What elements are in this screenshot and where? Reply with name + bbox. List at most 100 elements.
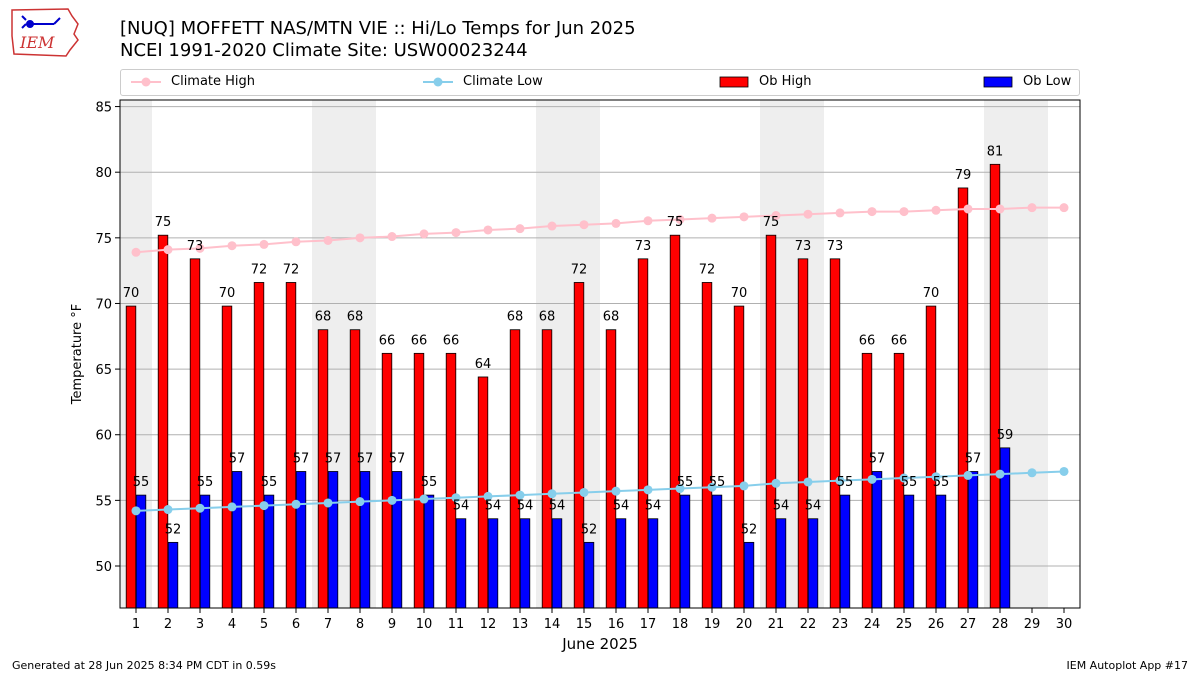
x-tick-label: 22 [800,617,817,632]
ob-high-bar [989,163,1001,609]
x-tick-label: 28 [992,617,1009,632]
ob-low-bar [551,518,563,609]
ob-high-label: 70 [123,286,140,301]
climate-low-point [899,473,909,483]
ob-high-bar [733,305,745,609]
ob-low-label: 54 [645,499,662,514]
x-tick-label: 16 [608,617,625,632]
ob-high-bar [637,258,649,609]
ob-high-label: 66 [891,333,908,348]
climate-high-point [707,213,717,223]
ob-low-label: 55 [677,475,694,490]
ob-low-label: 57 [229,451,246,466]
legend-swatch-climate-high [131,77,161,87]
ob-high-bar [605,329,617,609]
climate-low-point [675,484,685,494]
ob-low-bar [263,494,275,609]
ob-high-label: 66 [411,333,428,348]
ob-high-label: 75 [667,215,684,230]
ob-low-bar [359,471,371,609]
ob-low-bar [391,471,403,609]
ob-low-bar [967,471,979,609]
footer-generated-text: Generated at 28 Jun 2025 8:34 PM CDT in … [12,659,277,672]
ob-low-label: 57 [869,451,886,466]
ob-high-label: 70 [923,286,940,301]
climate-high-point [387,232,397,242]
ob-high-label: 68 [539,310,556,325]
ob-high-bar [317,329,329,609]
ob-low-label: 57 [965,451,982,466]
climate-low-point [963,470,973,480]
ob-low-bar [903,494,915,609]
ob-high-label: 72 [571,262,588,277]
weather-station-icon [21,15,61,29]
x-tick-label: 10 [416,617,433,632]
ob-high-bar [541,329,553,609]
x-axis-label: June 2025 [561,635,638,653]
ob-low-bar [679,494,691,609]
x-tick-label: 20 [736,617,753,632]
climate-high-point [163,245,173,255]
x-tick-label: 29 [1024,617,1041,632]
ob-low-bar [455,518,467,609]
x-tick-label: 19 [704,617,721,632]
climate-low-point [931,472,941,482]
ob-high-label: 70 [219,286,236,301]
climate-low-point [547,489,557,499]
gridlines [120,106,1080,567]
legend-swatch-ob-high [719,76,749,88]
climate-high-point [291,237,301,247]
ob-low-label: 52 [165,522,182,537]
chart-legend: Climate High Climate Low Ob High Ob Low [120,69,1080,96]
ob-low-label: 54 [485,499,502,514]
ob-low-bar [647,518,659,609]
climate-low-point [1059,466,1069,476]
bar-value-labels: 70 75 73 70 72 72 68 68 66 66 66 64 68 68 72 68 73 75 72 70… [123,144,1014,537]
ob-high-label: 66 [443,333,460,348]
climate-high-point [355,233,365,243]
legend-label-ob-high: Ob High [759,74,812,89]
climate-low-point [323,498,333,508]
ob-high-label: 64 [475,357,492,372]
climate-lines [131,203,1069,516]
climate-low-point [195,503,205,513]
legend-label-climate-low: Climate Low [463,74,543,89]
x-tick-label: 13 [512,617,529,632]
ob-high-label: 75 [155,215,172,230]
ob-low-bar [839,494,851,609]
x-tick-label: 7 [324,617,332,632]
climate-low-point [227,502,237,512]
chart-title: [NUQ] MOFFETT NAS/MTN VIE :: Hi/Lo Temps… [120,18,636,39]
ob-high-bar [797,258,809,609]
climate-low-point [483,491,493,501]
ob-low-bar [935,494,947,609]
iem-logo: IEM [11,8,79,57]
climate-high-point [643,216,653,226]
legend-swatch-ob-low [983,76,1013,88]
ob-high-bar [381,352,393,609]
logo-text: IEM [19,33,55,52]
ob-low-label: 54 [549,499,566,514]
ob-low-label: 55 [133,475,150,490]
x-tick-label: 9 [388,617,396,632]
bar-series [125,163,1011,609]
y-axis: 50 55 60 65 70 75 80 85 [95,101,120,575]
climate-low-point [163,505,173,515]
ob-low-label: 57 [293,451,310,466]
x-tick-label: 17 [640,617,657,632]
ob-low-label: 54 [805,499,822,514]
x-tick-label: 18 [672,617,689,632]
legend-swatch-climate-low [423,77,453,87]
climate-high-point [227,241,237,251]
chart-subtitle: NCEI 1991-2020 Climate Site: USW00023244 [120,40,528,61]
x-tick-label: 4 [228,617,236,632]
climate-low-point [995,469,1005,479]
ob-low-label: 54 [517,499,534,514]
ob-low-bar [871,471,883,609]
climate-high-point [931,205,941,215]
ob-low-label: 52 [581,522,598,537]
y-tick-label: 55 [95,494,112,509]
ob-high-bar [573,282,585,609]
climate-high-point [579,220,589,230]
ob-low-bar [807,518,819,609]
